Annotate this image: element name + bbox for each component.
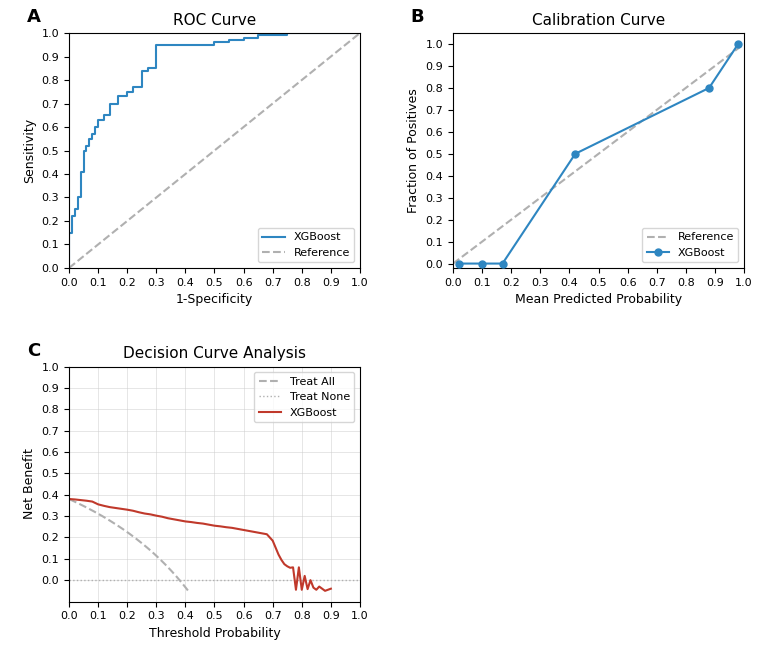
XGBoost <box>324 586 333 594</box>
XGBoost <box>85 142 94 150</box>
XGBoost <box>82 147 91 155</box>
XGBoost <box>225 38 234 46</box>
XGBoost <box>79 147 88 155</box>
XGBoost <box>309 584 318 592</box>
XGBoost <box>454 260 463 268</box>
XGBoost <box>123 506 132 514</box>
Text: A: A <box>27 9 41 26</box>
XGBoost <box>143 67 152 75</box>
X-axis label: Threshold Probability: Threshold Probability <box>149 627 281 640</box>
XGBoost <box>210 41 219 49</box>
Title: Calibration Curve: Calibration Curve <box>532 13 665 28</box>
XGBoost <box>73 206 82 214</box>
XGBoost <box>82 142 91 150</box>
XGBoost <box>94 123 103 131</box>
Title: ROC Curve: ROC Curve <box>173 13 256 28</box>
XGBoost <box>123 88 132 96</box>
Text: B: B <box>411 9 424 26</box>
XGBoost <box>239 34 249 42</box>
Treat All <box>183 586 193 594</box>
XGBoost <box>91 130 100 138</box>
XGBoost <box>76 168 85 176</box>
XGBoost <box>123 93 132 100</box>
Treat All <box>170 571 179 579</box>
XGBoost <box>79 168 88 176</box>
XGBoost <box>64 495 74 503</box>
Title: Decision Curve Analysis: Decision Curve Analysis <box>123 346 306 362</box>
XGBoost <box>733 40 742 48</box>
Treat All <box>77 501 86 509</box>
XGBoost <box>321 587 330 595</box>
XGBoost <box>152 41 161 49</box>
X-axis label: Mean Predicted Probability: Mean Predicted Probability <box>515 293 682 306</box>
Treat All <box>64 495 74 503</box>
Legend: Reference, XGBoost: Reference, XGBoost <box>642 228 739 262</box>
XGBoost <box>105 111 114 119</box>
Line: XGBoost: XGBoost <box>456 40 742 267</box>
XGBoost <box>71 206 80 214</box>
XGBoost <box>225 36 234 44</box>
XGBoost <box>67 212 77 220</box>
XGBoost <box>71 212 80 220</box>
XGBoost <box>254 32 263 40</box>
XGBoost <box>128 88 137 96</box>
XGBoost <box>140 510 150 518</box>
Text: C: C <box>27 342 40 360</box>
XGBoost <box>85 135 94 143</box>
Line: XGBoost: XGBoost <box>69 499 331 591</box>
XGBoost <box>282 29 291 37</box>
XGBoost <box>239 36 249 44</box>
Treat All <box>173 574 183 582</box>
XGBoost <box>498 260 507 268</box>
Line: Treat All: Treat All <box>69 499 188 590</box>
XGBoost <box>76 194 85 202</box>
XGBoost <box>128 83 137 91</box>
XGBoost <box>478 260 487 268</box>
XGBoost <box>143 64 152 72</box>
Y-axis label: Net Benefit: Net Benefit <box>23 449 36 520</box>
XGBoost <box>100 502 109 510</box>
Line: XGBoost: XGBoost <box>69 33 360 268</box>
XGBoost <box>137 67 146 75</box>
Treat All <box>152 552 161 560</box>
Legend: XGBoost, Reference: XGBoost, Reference <box>258 228 354 262</box>
Treat All <box>71 498 80 506</box>
XGBoost <box>67 229 77 237</box>
XGBoost <box>355 29 364 37</box>
XGBoost <box>704 84 713 92</box>
XGBoost <box>105 100 114 108</box>
Treat All <box>182 585 191 593</box>
XGBoost <box>73 194 82 202</box>
XGBoost <box>152 64 161 72</box>
XGBoost <box>254 34 263 42</box>
XGBoost <box>571 150 580 158</box>
XGBoost <box>210 38 219 46</box>
XGBoost <box>114 93 123 100</box>
XGBoost <box>100 116 109 124</box>
Y-axis label: Sensitivity: Sensitivity <box>23 118 36 183</box>
XGBoost <box>137 83 146 91</box>
XGBoost <box>114 100 123 108</box>
Legend: Treat All, Treat None, XGBoost: Treat All, Treat None, XGBoost <box>254 372 354 422</box>
XGBoost <box>100 111 109 119</box>
XGBoost <box>94 116 103 124</box>
XGBoost <box>64 264 74 272</box>
XGBoost <box>87 135 97 143</box>
Y-axis label: Fraction of Positives: Fraction of Positives <box>407 88 420 213</box>
XGBoost <box>91 123 100 131</box>
XGBoost <box>87 130 97 138</box>
XGBoost <box>181 518 190 525</box>
XGBoost <box>64 229 74 237</box>
XGBoost <box>282 32 291 40</box>
X-axis label: 1-Specificity: 1-Specificity <box>176 293 253 306</box>
XGBoost <box>326 585 335 593</box>
